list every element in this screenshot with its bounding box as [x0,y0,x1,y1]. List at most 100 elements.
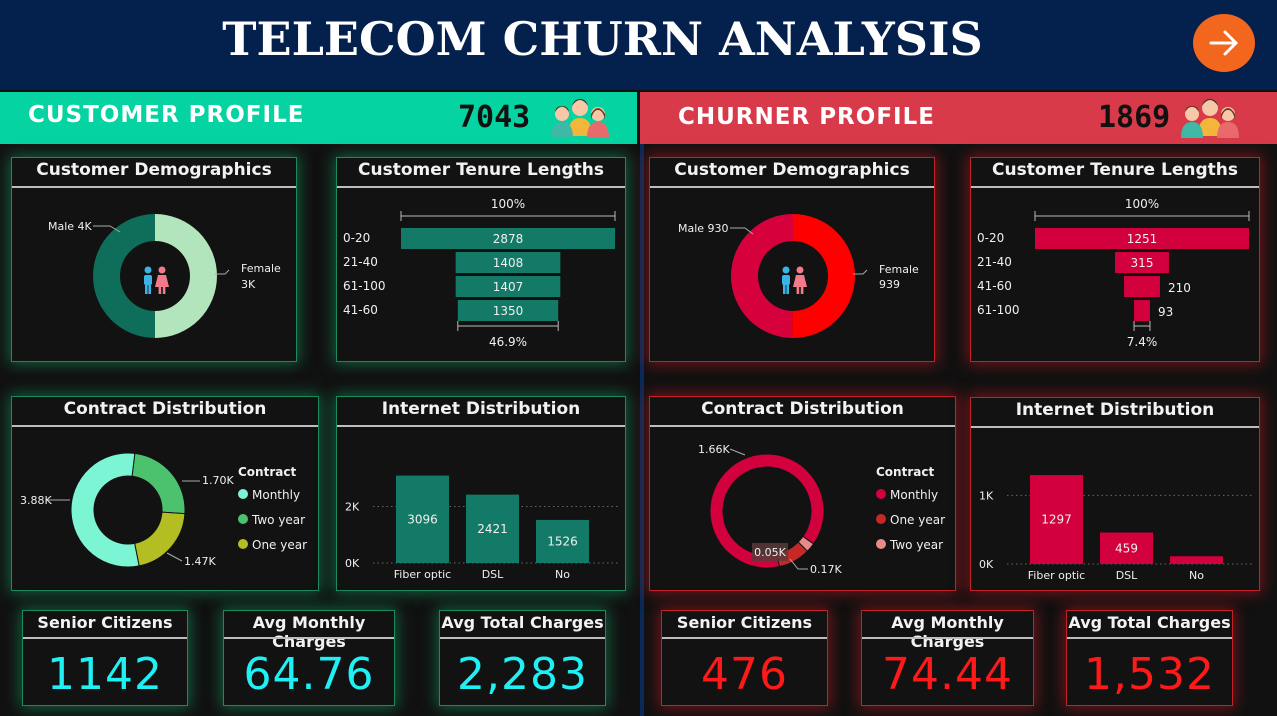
customer-profile-label: CUSTOMER PROFILE [28,102,305,128]
slice-label: 0.05K [754,546,786,559]
tenure-row-label: 41-60 [343,303,378,317]
contract-donut-chart: 1.66K 0.05K 0.17K Contract Monthly One year Tw… [698,443,945,576]
tenure-bar [1115,252,1169,273]
female-slice [155,214,217,338]
x-tick-label: Fiber optic [1028,569,1085,582]
legend-title: Contract [238,465,296,479]
people-group-icon [551,99,609,138]
churner-avg-total-charges-kpi: Avg Total Charges 1,532 [1066,610,1233,706]
card-title: Contract Distribution [701,399,904,419]
leader-line [789,558,808,570]
customer-count: 7043 [458,100,531,135]
x-tick-label: DSL [482,568,504,581]
x-tick-label: Fiber optic [394,568,451,581]
kpi-value: 476 [701,649,788,700]
leader-line [730,227,754,235]
kpi-value: 74.44 [882,649,1013,700]
legend-marker [238,514,248,524]
customer-avg-total-charges-kpi: Avg Total Charges 2,283 [439,610,606,706]
legend-marker [876,514,886,524]
contract-slice [134,511,186,567]
male-slice [731,214,793,338]
internet-bar [536,519,589,563]
tenure-row-label: 61-100 [977,303,1020,317]
customer-internet-card: Internet Distribution 2K 0K 3096 Fiber opti… [336,396,626,591]
demographics-donut-chart: Male 930 Female 939 [678,214,919,338]
customer-avg-monthly-charges-kpi: Avg Monthly Charges 64.76 [223,610,395,706]
customer-tenure-card: Customer Tenure Lengths 100% 0-20 2878 21-4… [336,157,626,362]
contract-slice [70,452,140,568]
card-title: Contract Distribution [63,399,267,419]
card-title: Customer Demographics [674,160,910,180]
churner-senior-citizens-kpi: Senior Citizens 476 [661,610,828,706]
card-title: Internet Distribution [381,399,581,419]
tenure-row-label: 0-20 [977,231,1004,245]
male-label: Male 4K [48,220,93,233]
tenure-bar-value: 93 [1158,305,1173,319]
dashboard-title: TELECOM CHURN ANALYSIS [222,12,983,66]
bar-value: 1297 [1041,513,1072,527]
legend-label: Two year [889,538,943,552]
kpi-value: 64.76 [243,649,375,700]
x-tick-label: DSL [1116,569,1138,582]
legend-marker [238,489,248,499]
bar-value: 1526 [547,534,578,548]
customer-senior-citizens-kpi: Senior Citizens 1142 [22,610,188,706]
slice-label: 0.17K [810,563,842,576]
kpi-title: Senior Citizens [37,613,173,632]
male-label: Male 930 [678,222,729,235]
tenure-bar-value: 210 [1168,281,1191,295]
tenure-bar-value: 2878 [493,232,524,246]
internet-bar [1100,532,1153,564]
customer-profile-band: CUSTOMER PROFILE 7043 [0,92,637,144]
bottom-percentage: 46.9% [489,335,527,349]
female-value: 3K [241,278,256,291]
y-tick-label: 2K [345,501,360,514]
internet-bar [466,494,519,563]
churner-profile-label: CHURNER PROFILE [678,104,935,130]
top-percentage: 100% [1125,197,1159,211]
slice-label: 3.88K [20,494,52,507]
tenure-bar-value: 1407 [493,280,524,294]
leader-line [166,552,183,562]
tenure-bar-value: 315 [1131,256,1154,270]
tenure-bar-value: 1350 [493,304,524,318]
y-tick-label: 0K [345,557,360,570]
next-page-button[interactable] [1193,14,1255,72]
arrow-right-icon [1209,30,1238,56]
internet-bar [1170,556,1223,564]
slice-label: 1.66K [698,443,730,456]
kpi-title: Avg Total Charges [1068,613,1231,632]
tenure-row-label: 0-20 [343,231,370,245]
internet-bar [1030,475,1083,564]
legend-label: Monthly [252,488,300,502]
churner-contract-card: Contract Distribution 1.66K 0.05K 0.17K Con… [649,396,956,591]
x-tick-label: No [1189,569,1204,582]
tenure-bar-value: 1408 [493,256,524,270]
tenure-row-label: 21-40 [343,255,378,269]
legend-title: Contract [876,465,934,479]
contract-slice [709,453,825,569]
female-value: 939 [879,278,900,291]
bar-value: 3096 [407,512,438,526]
churner-profile-band: CHURNER PROFILE 1869 [640,92,1277,144]
tenure-bar [1134,300,1150,321]
legend-marker [876,539,886,549]
customer-demographics-card: Customer Demographics Male 4K Female 3K [11,157,297,362]
kpi-value: 2,283 [457,649,588,700]
leader-line [853,269,868,275]
contract-donut-chart: 3.88K 1.70K 1.47K Contract Monthly Two year On… [20,452,307,568]
contract-slice [131,452,186,515]
legend-marker [876,489,886,499]
card-title: Customer Tenure Lengths [992,160,1238,180]
leader-line [215,269,230,275]
kpi-title: Avg Monthly Charges [252,613,366,651]
male-female-icon [144,266,169,294]
kpi-title: Avg Monthly Charges [891,613,1004,651]
tenure-bar [1035,228,1249,249]
kpi-value: 1142 [47,649,163,700]
bottom-percentage: 7.4% [1127,335,1158,349]
legend-label: One year [890,513,945,527]
churner-count: 1869 [1098,100,1171,135]
legend-label: One year [252,538,307,552]
